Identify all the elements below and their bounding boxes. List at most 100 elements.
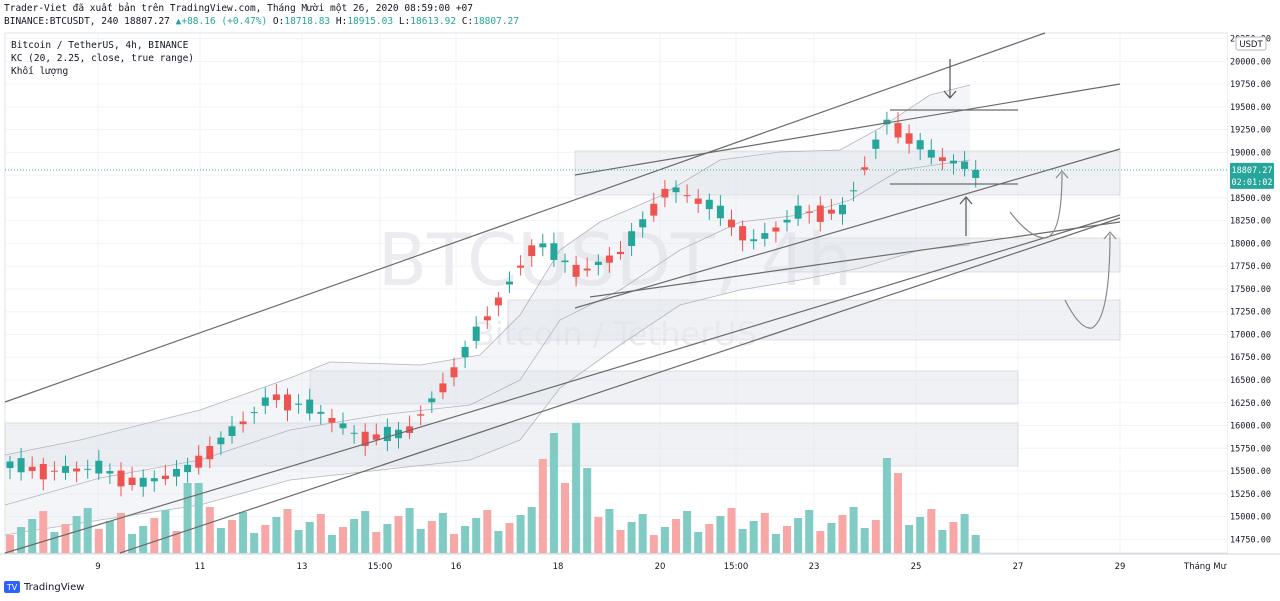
price-tick-label: 15250.00 bbox=[1230, 490, 1271, 500]
candle-body bbox=[117, 470, 125, 487]
volume-bar bbox=[971, 535, 980, 553]
volume-bar bbox=[305, 522, 314, 553]
candle-body bbox=[217, 437, 225, 445]
price-tick-label: 18500.00 bbox=[1230, 194, 1271, 204]
candle-body bbox=[250, 412, 258, 414]
tradingview-logo-icon: TV bbox=[4, 581, 20, 593]
candle-body bbox=[17, 458, 25, 473]
volume-bar bbox=[827, 523, 836, 553]
volume-bar bbox=[183, 483, 192, 553]
candle-body bbox=[361, 431, 369, 446]
price-tick-label: 19250.00 bbox=[1230, 126, 1271, 136]
volume-bar bbox=[28, 519, 37, 553]
volume-bar bbox=[538, 459, 547, 553]
volume-bar bbox=[849, 507, 858, 553]
candle-body bbox=[694, 198, 702, 204]
volume-bar bbox=[561, 483, 569, 553]
volume-bar bbox=[627, 522, 636, 553]
candle-body bbox=[950, 160, 957, 164]
volume-bar bbox=[660, 527, 669, 553]
price-tick-label: 17250.00 bbox=[1230, 308, 1271, 318]
close-label: C: bbox=[461, 16, 474, 27]
candle-body bbox=[239, 421, 247, 425]
volume-bar bbox=[860, 528, 869, 553]
volume-bar bbox=[250, 533, 259, 553]
candle-body bbox=[705, 199, 713, 210]
candle-body bbox=[372, 434, 380, 440]
candle-body bbox=[961, 161, 969, 169]
keltner-lower-band bbox=[4, 244, 971, 536]
price-tick-label: 17750.00 bbox=[1230, 262, 1271, 272]
candle-body bbox=[6, 461, 14, 469]
candle-body bbox=[150, 478, 158, 482]
volume-bar bbox=[83, 508, 92, 553]
price-tick-label: 17500.00 bbox=[1230, 285, 1271, 295]
volume-bar bbox=[161, 510, 170, 553]
candle-body bbox=[506, 281, 513, 285]
volume-bar bbox=[672, 519, 680, 553]
candle-body bbox=[783, 219, 791, 223]
support-resistance-zone bbox=[4, 422, 1019, 467]
support-resistance-zone bbox=[309, 370, 1019, 405]
candle-body bbox=[517, 265, 525, 268]
volume-bar bbox=[272, 517, 281, 553]
price-tick-label: 15000.00 bbox=[1230, 513, 1271, 523]
candle-body bbox=[539, 243, 547, 248]
watermark-symbol: BTCUSDT, 4h bbox=[378, 218, 852, 302]
volume-bar bbox=[472, 518, 481, 553]
candle-body bbox=[839, 204, 846, 215]
candle-body bbox=[672, 187, 680, 193]
low-value: 18613.92 bbox=[410, 16, 457, 27]
volume-bar bbox=[794, 518, 803, 553]
candle-body bbox=[728, 219, 735, 228]
volume-bar bbox=[72, 516, 81, 553]
keltner-basis bbox=[4, 159, 971, 506]
trend-line bbox=[574, 83, 1121, 176]
candle-body bbox=[805, 211, 813, 213]
volume-bar bbox=[505, 523, 514, 553]
candle-body bbox=[317, 411, 325, 414]
volume-bar bbox=[549, 433, 558, 553]
candle-body bbox=[483, 316, 491, 321]
volume-bar bbox=[716, 516, 725, 553]
volume-bar bbox=[427, 521, 436, 553]
price-tick-label: 16250.00 bbox=[1230, 399, 1271, 409]
candle-body bbox=[28, 466, 36, 471]
support-resistance-zone bbox=[789, 237, 1121, 273]
volume-bar bbox=[416, 529, 425, 553]
volume-bar bbox=[805, 510, 814, 553]
attribution-line: Trader-Viet đã xuất bản trên TradingView… bbox=[4, 3, 473, 14]
volume-bar bbox=[527, 507, 536, 553]
volume-bar bbox=[405, 508, 414, 553]
price-tick-label: 18000.00 bbox=[1230, 239, 1271, 249]
candle-body bbox=[472, 326, 480, 341]
change-text: +88.16 bbox=[181, 16, 216, 27]
volume-bar bbox=[105, 521, 114, 553]
volume-bar bbox=[194, 483, 203, 553]
candle-body bbox=[439, 383, 447, 393]
volume-bar bbox=[17, 527, 26, 553]
candle-body bbox=[339, 423, 347, 429]
price-tick-label: 16500.00 bbox=[1230, 376, 1271, 386]
countdown-label: 02:01:02 bbox=[1232, 178, 1273, 188]
volume-bar bbox=[228, 520, 236, 553]
candle-body bbox=[628, 231, 636, 247]
volume-bar bbox=[927, 509, 936, 553]
candle-body bbox=[794, 205, 802, 219]
legend-keltner: KC (20, 2.25, close, true range) bbox=[11, 53, 195, 64]
candle-body bbox=[905, 133, 913, 144]
volume-bar bbox=[6, 535, 14, 553]
tradingview-logo[interactable]: TV TradingView bbox=[4, 581, 84, 593]
volume-bar bbox=[583, 468, 592, 553]
time-tick-label: 15:00 bbox=[368, 562, 393, 572]
last-price-badge bbox=[1230, 162, 1274, 189]
candle-body bbox=[428, 398, 436, 403]
volume-bar bbox=[738, 529, 747, 553]
ohlc-line: BINANCE:BTCUSDT, 240 18807.27 ▲+88.16 (+… bbox=[4, 16, 519, 27]
candle-body bbox=[850, 190, 858, 192]
price-axis bbox=[1228, 0, 1280, 553]
volume-bar bbox=[205, 507, 214, 553]
volume-bar bbox=[450, 534, 458, 553]
trend-line bbox=[4, 214, 1121, 554]
